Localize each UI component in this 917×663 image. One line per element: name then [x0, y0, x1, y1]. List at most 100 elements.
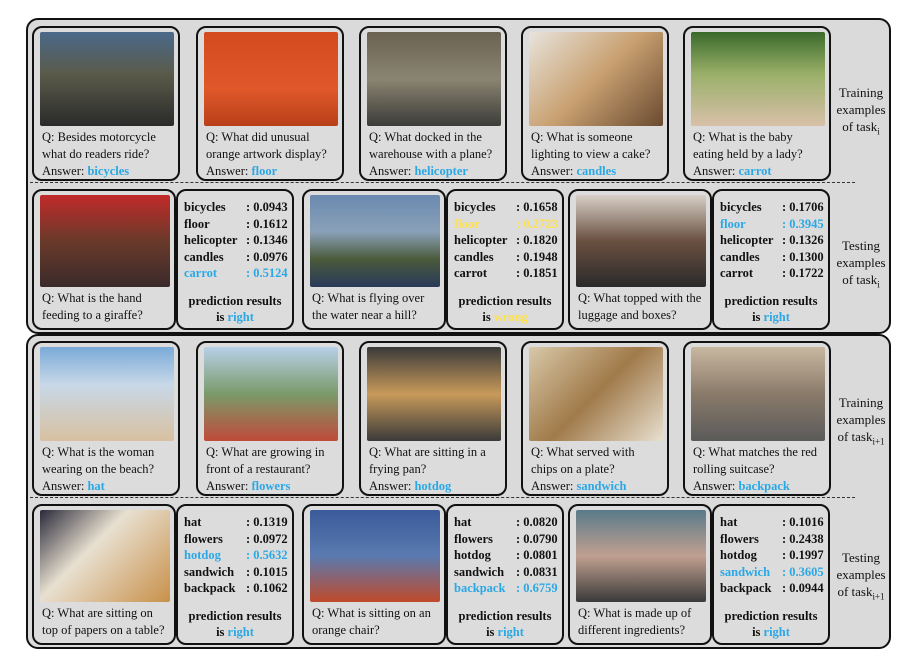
score-label: sandwich — [184, 564, 235, 579]
example-photo — [529, 32, 663, 126]
score-value: : 0.1346 — [246, 233, 288, 247]
result-value: right — [497, 625, 524, 639]
question-text: Q: Besides motorcycle what do readers ri… — [42, 130, 156, 161]
example-photo — [40, 195, 170, 287]
answer-value: hotdog — [414, 479, 452, 493]
score-label: helicopter — [184, 233, 238, 247]
score-value: : 0.0801 — [516, 548, 558, 562]
question-text: Q: What docked in the warehouse with a p… — [369, 130, 493, 161]
answer-prefix: Answer: — [42, 479, 85, 493]
training-example-card: Q: What did unusual orange artwork displ… — [196, 26, 344, 181]
answer-prefix: Answer: — [206, 164, 249, 178]
result-label: prediction results — [188, 609, 282, 623]
prediction-box: bicycles: 0.1658 floor: 0.2723 helicopter:… — [446, 189, 564, 330]
score-value: : 0.0790 — [516, 531, 558, 546]
example-photo — [367, 32, 501, 126]
answer-line: Answer: candles — [531, 163, 617, 179]
testing-example-card: Q: What are sitting on top of papers on … — [32, 504, 176, 645]
result-line: is right — [178, 309, 292, 325]
score-value: : 0.1016 — [782, 515, 824, 529]
score-label: hotdog — [720, 548, 757, 562]
question-text: Q: What is sitting on an orange chair? — [312, 606, 431, 637]
result-line: is right — [714, 309, 828, 325]
question-text: Q: What is the hand feeding to a giraffe… — [42, 291, 143, 322]
score-label: candles — [454, 249, 494, 264]
score-label: bicycles — [184, 200, 226, 214]
answer-prefix: Answer: — [369, 479, 412, 493]
score-label: hat — [184, 515, 202, 529]
prediction-box: bicycles: 0.0943 floor: 0.1612 helicopter:… — [176, 189, 294, 330]
score-value: : 0.1658 — [516, 200, 558, 214]
side-label-train-i1: Training examples of taski+1 — [836, 395, 886, 447]
side-label-test-i: Testing examples of taski — [836, 238, 886, 290]
score-value: : 0.1015 — [246, 564, 288, 579]
answer-line: Answer: backpack — [693, 478, 790, 494]
score-value: : 0.1948 — [516, 249, 558, 264]
training-example-card: Q: What matches the red rolling suitcase… — [683, 341, 831, 496]
training-example-card: Q: What are sitting in a frying pan? Answ… — [359, 341, 507, 496]
score-label: hotdog — [184, 548, 221, 562]
result-line: is right — [448, 624, 562, 640]
answer-line: Answer: hat — [42, 478, 105, 494]
score-label: bicycles — [720, 200, 762, 214]
answer-value: backpack — [738, 479, 790, 493]
score-label: hotdog — [454, 548, 491, 562]
training-example-card: Q: What docked in the warehouse with a p… — [359, 26, 507, 181]
score-label: flowers — [720, 531, 759, 546]
result-label: prediction results — [724, 609, 818, 623]
question-text: Q: What is the woman wearing on the beac… — [42, 445, 155, 476]
score-label: sandwich — [720, 564, 771, 579]
testing-example-card: Q: What topped with the luggage and boxe… — [568, 189, 712, 330]
answer-line: Answer: sandwich — [531, 478, 627, 494]
question-text: Q: What are sitting in a frying pan? — [369, 445, 486, 476]
prediction-box: hat: 0.1016 flowers: 0.2438 hotdog: 0.1997… — [712, 504, 830, 645]
result-value: right — [763, 310, 790, 324]
question-text: Q: What is someone lighting to view a ca… — [531, 130, 651, 161]
answer-value: bicycles — [87, 164, 130, 178]
answer-prefix: Answer: — [206, 479, 249, 493]
training-example-card: Q: What is the woman wearing on the beac… — [32, 341, 180, 496]
prediction-box: hat: 0.0820 flowers: 0.0790 hotdog: 0.0801… — [446, 504, 564, 645]
example-photo — [40, 510, 170, 602]
score-label: carrot — [720, 266, 754, 280]
score-value: : 0.2438 — [782, 531, 824, 546]
question-text: Q: What is made up of different ingredie… — [578, 606, 692, 637]
answer-line: Answer: helicopter — [369, 163, 468, 179]
prediction-box: hat: 0.1319 flowers: 0.0972 hotdog: 0.5632… — [176, 504, 294, 645]
answer-value: floor — [251, 164, 278, 178]
score-label: hat — [454, 515, 472, 529]
answer-prefix: Answer: — [42, 164, 85, 178]
result-is: is — [752, 625, 761, 639]
score-value: : 0.1820 — [516, 233, 558, 247]
score-label: helicopter — [720, 233, 774, 247]
result-label: prediction results — [724, 294, 818, 308]
score-value: : 0.6759 — [516, 581, 558, 595]
question-text: Q: What is the baby eating held by a lad… — [693, 130, 803, 161]
result-line: is wrong — [448, 309, 562, 325]
divider-task-i — [30, 182, 855, 183]
result-is: is — [486, 625, 495, 639]
example-photo — [576, 195, 706, 287]
score-label: flowers — [184, 531, 223, 546]
result-is: is — [216, 625, 225, 639]
example-photo — [310, 195, 440, 287]
result-is: is — [752, 310, 761, 324]
score-value: : 0.1612 — [246, 216, 288, 231]
example-photo — [367, 347, 501, 441]
score-label: floor — [454, 216, 480, 231]
score-value: : 0.0972 — [246, 531, 288, 546]
score-label: sandwich — [454, 564, 505, 579]
answer-line: Answer: floor — [206, 163, 278, 179]
score-value: : 0.3605 — [782, 564, 824, 579]
result-value: right — [227, 625, 254, 639]
result-value: wrong — [493, 310, 528, 324]
score-label: carrot — [184, 266, 218, 280]
training-example-card: Q: What served with chips on a plate? Ans… — [521, 341, 669, 496]
example-photo — [529, 347, 663, 441]
answer-value: flowers — [251, 479, 291, 493]
score-value: : 0.0831 — [516, 564, 558, 579]
score-value: : 0.1319 — [246, 515, 288, 529]
example-photo — [310, 510, 440, 602]
answer-value: candles — [576, 164, 617, 178]
example-photo — [40, 347, 174, 441]
